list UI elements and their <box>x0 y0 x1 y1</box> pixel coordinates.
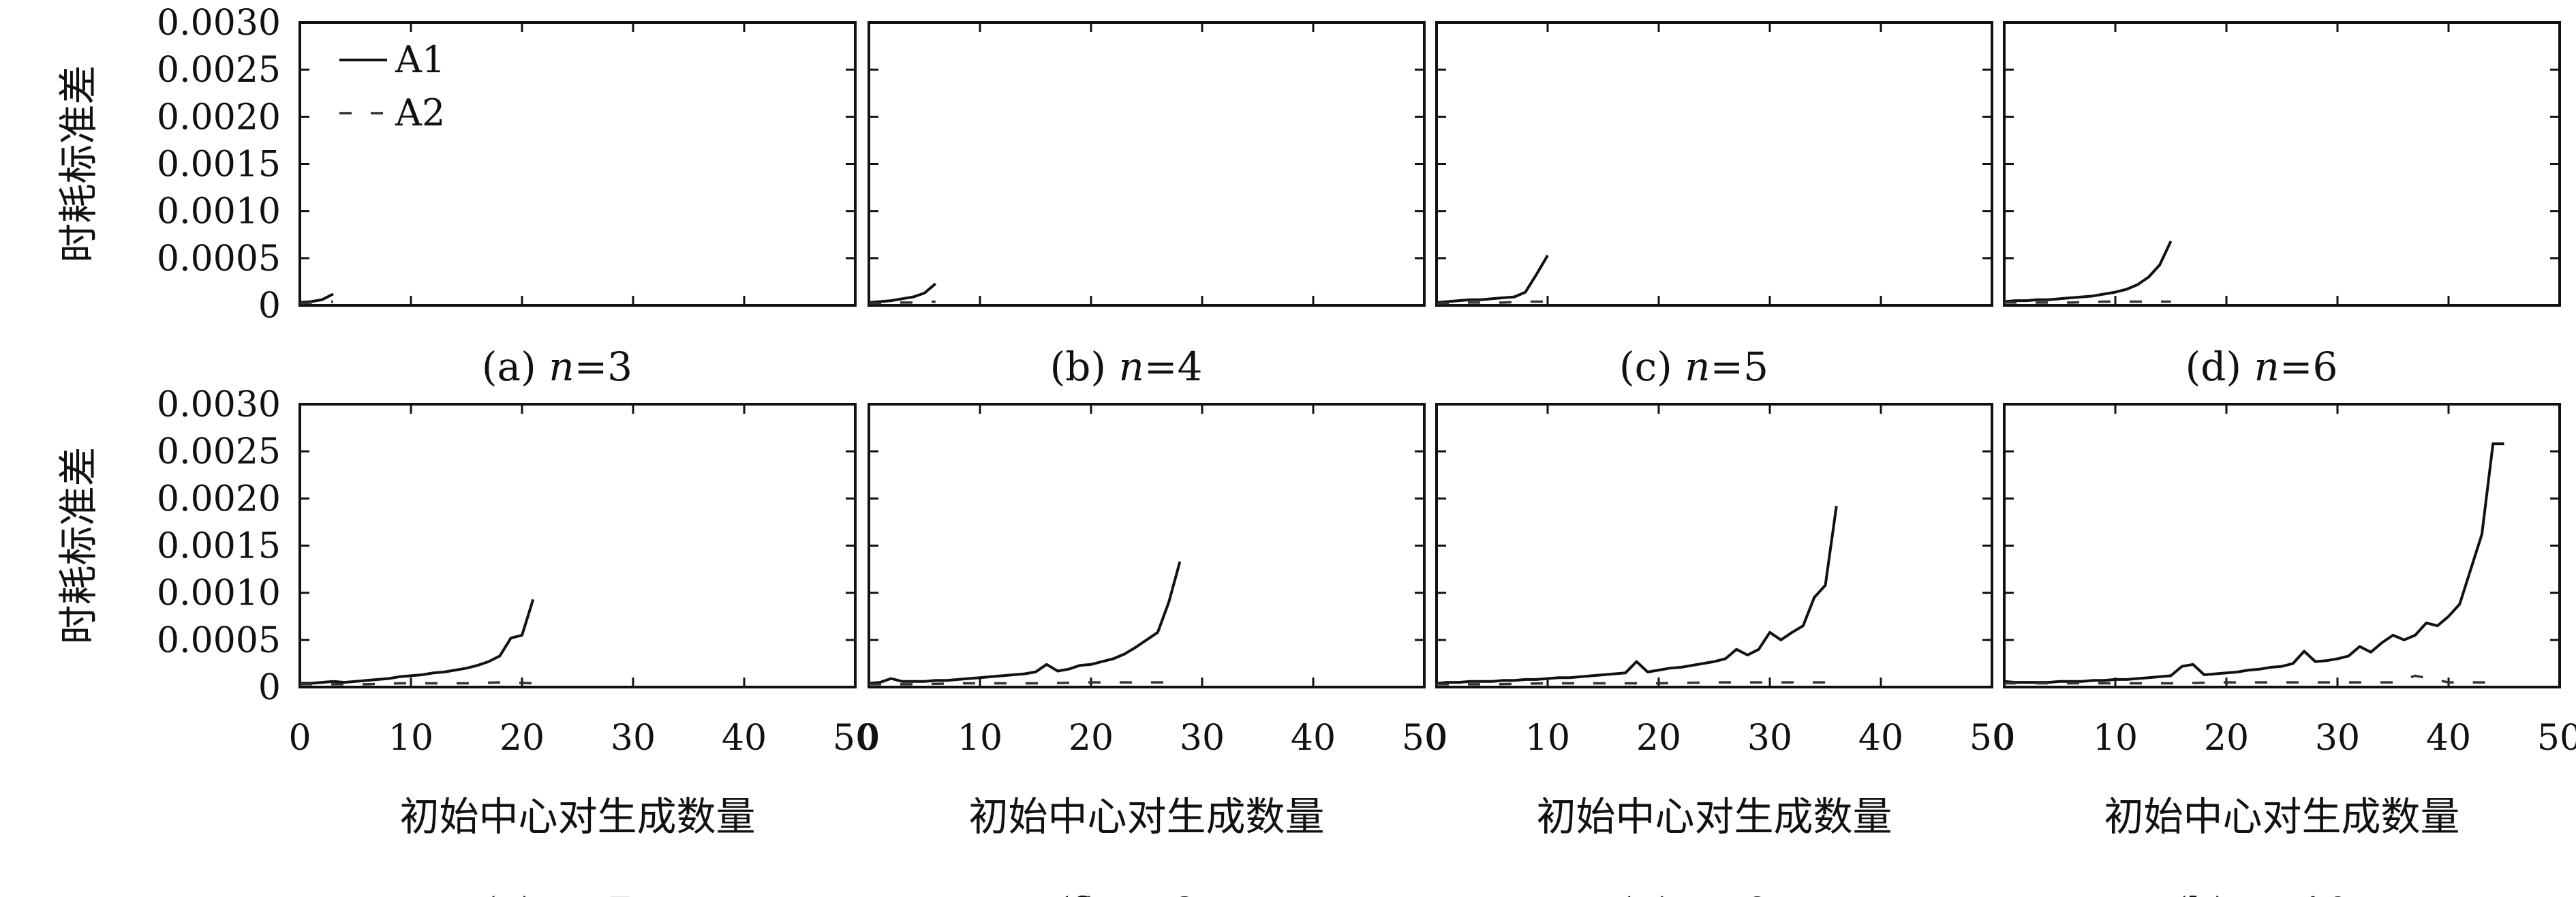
series-a2-line <box>300 681 534 686</box>
y-axis-title: 时耗标准差 <box>55 446 102 644</box>
y-tick-label: 0.0020 <box>157 478 281 519</box>
panel-caption: (b) n=4 <box>1050 344 1203 390</box>
plot-frame <box>1435 403 1993 688</box>
y-tick-label: 0.0015 <box>157 145 281 185</box>
panel-caption: (f) n=8 <box>1055 889 1197 897</box>
legend-label-a1: A1 <box>395 38 445 81</box>
plot-frame <box>2003 21 2561 307</box>
x-tick-label: 50 <box>2537 718 2576 759</box>
x-tick-label: 10 <box>388 718 433 759</box>
x-tick-label: 40 <box>1858 718 1903 759</box>
y-tick-label: 0.0025 <box>157 431 281 472</box>
x-tick-label: 20 <box>1069 718 1114 759</box>
x-tick-label: 40 <box>722 718 767 759</box>
panel-4: (d) n=6 <box>2003 21 2561 390</box>
x-axis-title: 初始中心对生成数量 <box>2104 793 2459 840</box>
panel-7: 0 10 20 30 40 50 初始中心对生成数量 (g) n=9 <box>1425 403 2014 897</box>
x-tick-label: 20 <box>500 718 545 759</box>
panel-8: 0 10 20 30 40 50 初始中心对生成数量 (h) n=10 <box>1993 403 2576 897</box>
x-tick-label: 30 <box>1747 718 1792 759</box>
x-axis-title: 初始中心对生成数量 <box>968 793 1324 840</box>
series-a1-line <box>2004 442 2504 684</box>
y-tick-label: 0 <box>258 286 281 326</box>
plot-frame <box>298 403 857 688</box>
series-a2-line <box>299 300 334 305</box>
x-axis-title: 初始中心对生成数量 <box>399 793 755 840</box>
x-tick-label: 20 <box>1636 718 1681 759</box>
x-tick-label: 20 <box>2204 718 2249 759</box>
panel-6: 0 10 20 30 40 50 初始中心对生成数量 (f) n=8 <box>857 403 1447 897</box>
x-tick-label: 30 <box>611 718 656 759</box>
panel-caption: (c) n=5 <box>1619 344 1768 390</box>
series-a1-line <box>2004 241 2173 303</box>
x-tick-label: 10 <box>2093 718 2138 759</box>
x-tick-label: 0 <box>1993 718 2015 759</box>
x-tick-label: 50 <box>1402 718 1447 759</box>
x-tick-label: 10 <box>1525 718 1570 759</box>
panel-2: (b) n=4 <box>868 21 1426 390</box>
y-tick-label: 0.0005 <box>157 620 281 661</box>
x-axis-title: 初始中心对生成数量 <box>1536 793 1892 840</box>
series-a1-line <box>868 282 937 304</box>
y-tick-label: 0.0030 <box>157 384 281 425</box>
y-tick-label: 0.0005 <box>157 239 281 279</box>
panel-caption: (e) n=7 <box>482 889 632 897</box>
y-tick-label: 0.0020 <box>157 97 281 138</box>
panel-1: 0.0030 0.0025 0.0020 0.0015 0.0010 0.0005 0 时耗标… <box>55 3 857 390</box>
panel-caption: (a) n=3 <box>482 344 632 390</box>
series-a1-line <box>1436 506 1838 685</box>
y-axis-title: 时耗标准差 <box>55 65 102 262</box>
x-tick-label: 50 <box>1969 718 2014 759</box>
y-tick-label: 0.0030 <box>157 3 281 44</box>
series-a1-line <box>299 292 334 304</box>
plot-frame <box>868 403 1426 688</box>
x-tick-label: 40 <box>1291 718 1336 759</box>
series-a2-line <box>868 300 936 305</box>
series-a2-line <box>1437 681 1826 686</box>
plot-frame <box>2003 403 2561 688</box>
series-a1-line <box>1436 254 1549 304</box>
x-tick-label: 50 <box>833 718 878 759</box>
x-tick-label: 40 <box>2426 718 2471 759</box>
series-a1-line <box>868 561 1182 685</box>
plot-frame <box>298 21 857 307</box>
y-tick-label: 0.0015 <box>157 526 281 567</box>
x-tick-label: 0 <box>1425 718 1447 759</box>
plot-frame <box>1435 21 1993 307</box>
plot-frame <box>868 21 1426 307</box>
panel-caption: (d) n=6 <box>2186 344 2338 390</box>
y-tick-label: 0.0010 <box>157 573 281 614</box>
x-tick-label: 10 <box>957 718 1002 759</box>
series-a1-line <box>300 598 535 685</box>
x-tick-label: 30 <box>1180 718 1225 759</box>
panel-3: (c) n=5 <box>1435 21 1993 390</box>
y-tick-label: 0.0025 <box>157 50 281 91</box>
x-tick-label: 0 <box>288 718 311 759</box>
x-tick-label: 0 <box>857 718 880 759</box>
legend-label-a2: A2 <box>395 91 445 134</box>
series-a2-line <box>869 681 1180 686</box>
x-tick-label: 30 <box>2315 718 2360 759</box>
panel-caption: (h) n=10 <box>2173 889 2350 897</box>
y-tick-label: 0 <box>258 667 281 708</box>
panel-caption: (g) n=9 <box>1618 889 1770 897</box>
y-tick-label: 0.0010 <box>157 192 281 232</box>
